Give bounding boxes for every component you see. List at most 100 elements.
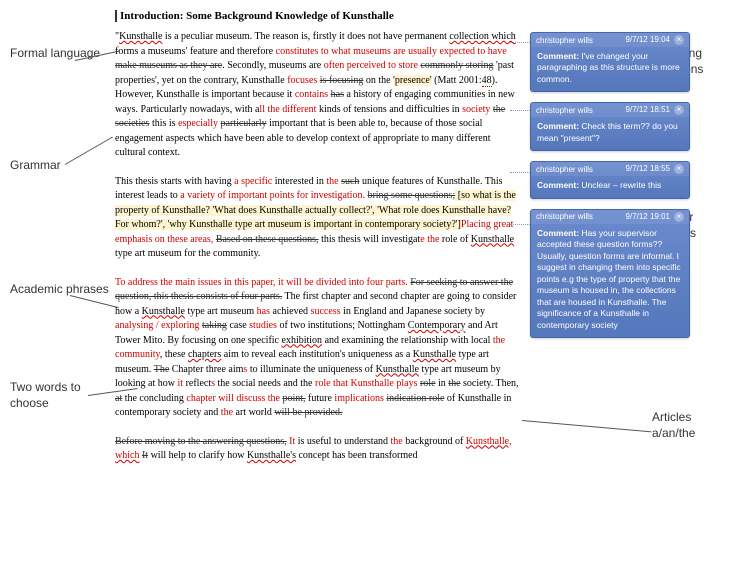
close-icon[interactable]: × bbox=[674, 164, 684, 174]
deleted-text: The bbox=[154, 364, 170, 375]
inserted-text: contains bbox=[295, 89, 328, 100]
inserted-text: a variety of important points for invest… bbox=[180, 190, 365, 201]
text: on the bbox=[363, 75, 393, 86]
close-icon[interactable]: × bbox=[674, 105, 684, 115]
deleted-text: the bbox=[448, 378, 460, 389]
inserted-text: success bbox=[311, 306, 341, 317]
inserted-text: the bbox=[221, 407, 233, 418]
highlighted-text: 'presence' bbox=[393, 75, 432, 86]
text: and examining the relationship with loca… bbox=[322, 335, 493, 346]
comment-date: 9/7/12 19:01 bbox=[626, 212, 670, 221]
text: will help to clarify how bbox=[148, 450, 247, 461]
deleted-text: is focusing bbox=[320, 75, 364, 86]
text: type art museum bbox=[185, 306, 257, 317]
text: Contemporary bbox=[408, 320, 466, 331]
text: Kunsthalle bbox=[471, 234, 514, 245]
deleted-text: will be provided. bbox=[274, 407, 342, 418]
inserted-text: the bbox=[391, 436, 403, 447]
page-container: Formal language Grammar Academic phrases… bbox=[10, 10, 737, 464]
paragraph-3: To address the main issues in this paper… bbox=[115, 276, 520, 421]
heading-text: Introduction: Some Background Knowledge … bbox=[120, 10, 394, 22]
text: achieved bbox=[270, 306, 311, 317]
text: case bbox=[227, 320, 249, 331]
inserted-text: focuses bbox=[287, 75, 317, 86]
paragraph-4: Before moving to the answering questions… bbox=[115, 435, 520, 464]
close-icon[interactable]: × bbox=[674, 212, 684, 222]
text: society. Then, bbox=[461, 378, 519, 389]
comment-box[interactable]: christopher wills 9/7/12 19:04 × Comment:… bbox=[530, 32, 690, 92]
comment-connector bbox=[510, 110, 530, 111]
inserted-text: e the bbox=[420, 234, 439, 245]
comment-box[interactable]: christopher wills 9/7/12 18:55 × Comment:… bbox=[530, 161, 690, 198]
inserted-text: To address the main issues in this paper… bbox=[115, 277, 408, 288]
comment-body: Comment: Unclear – rewrite this bbox=[531, 176, 689, 197]
text: concept has been transformed bbox=[296, 450, 418, 461]
comment-header: christopher wills 9/7/12 18:55 × bbox=[531, 162, 689, 176]
text: exhibition bbox=[282, 335, 323, 346]
text: the social needs and the bbox=[215, 378, 315, 389]
text: reflect bbox=[183, 378, 211, 389]
text: future bbox=[306, 393, 335, 404]
comment-label: Comment: bbox=[537, 121, 579, 131]
deleted-text: bring some questions; bbox=[367, 190, 455, 201]
comments-column: christopher wills 9/7/12 19:04 × Comment:… bbox=[530, 32, 690, 348]
comment-body: Comment: I've changed your paragraphing … bbox=[531, 47, 689, 91]
comment-label: Comment: bbox=[537, 180, 579, 190]
comment-author: christopher wills bbox=[536, 165, 593, 174]
inserted-text: has bbox=[257, 306, 270, 317]
inserted-text: ll the different bbox=[259, 104, 316, 115]
inserted-text: the bbox=[326, 176, 338, 187]
comment-date: 9/7/12 18:55 bbox=[626, 164, 670, 173]
label-articles: Articles a/an/the bbox=[652, 410, 737, 441]
comment-box[interactable]: christopher wills 9/7/12 19:01× Comment:… bbox=[530, 209, 690, 338]
label-grammar: Grammar bbox=[10, 158, 61, 174]
text: Kunsthalle bbox=[119, 31, 162, 42]
text: this is bbox=[149, 118, 178, 129]
document-heading: Introduction: Some Background Knowledge … bbox=[115, 10, 520, 22]
document-body: Introduction: Some Background Knowledge … bbox=[115, 10, 520, 464]
comment-author: christopher wills bbox=[536, 106, 593, 115]
comment-header: christopher wills 9/7/12 19:01 × bbox=[531, 210, 689, 224]
deleted-text: make museums as they are bbox=[115, 60, 222, 71]
deleted-text: particularly bbox=[221, 118, 267, 129]
comment-box[interactable]: christopher wills 9/7/12 18:51 × Comment:… bbox=[530, 102, 690, 151]
text: This thesis starts with having bbox=[115, 176, 234, 187]
inserted-text: implications bbox=[334, 393, 383, 404]
text: art world bbox=[233, 407, 274, 418]
text: interested in bbox=[272, 176, 326, 187]
comment-header: christopher wills 9/7/12 19:04 × bbox=[531, 33, 689, 47]
comment-date: 9/7/12 19:04 bbox=[626, 35, 670, 44]
text: role of bbox=[439, 234, 470, 245]
deleted-text: point, bbox=[282, 393, 305, 404]
deleted-text: Based on these questions, bbox=[216, 234, 319, 245]
close-icon[interactable]: × bbox=[674, 35, 684, 45]
text: Kunsthalle's bbox=[247, 450, 296, 461]
comment-label: Comment: bbox=[537, 51, 579, 61]
inserted-text: a specific bbox=[234, 176, 272, 187]
comment-date: 9/7/12 18:51 bbox=[626, 105, 670, 114]
text: in bbox=[436, 378, 449, 389]
comment-header: christopher wills 9/7/12 18:51 × bbox=[531, 103, 689, 117]
text: , these bbox=[160, 349, 188, 360]
text: 48 bbox=[482, 75, 492, 87]
comment-author: christopher wills bbox=[536, 212, 593, 221]
comment-connector bbox=[510, 224, 530, 225]
text: Kunsthalle bbox=[142, 306, 185, 317]
label-two-words: Two words to choose bbox=[10, 380, 110, 411]
text: forms a museums' feature and therefore bbox=[115, 46, 276, 57]
inserted-text: constitutes to what museums are usually … bbox=[276, 46, 507, 57]
inserted-text: especially bbox=[178, 118, 218, 129]
comment-author: christopher wills bbox=[536, 36, 593, 45]
text: is useful to understand bbox=[295, 436, 390, 447]
text: Kunsthalle bbox=[376, 364, 419, 375]
label-academic-phrases: Academic phrases bbox=[10, 282, 109, 298]
inserted-text: chapter will discuss the bbox=[186, 393, 280, 404]
comment-body: Comment: Check this term?? do you mean "… bbox=[531, 117, 689, 150]
text: background of bbox=[403, 436, 466, 447]
comment-connector bbox=[510, 42, 530, 43]
deleted-text: Before moving to the answering questions… bbox=[115, 436, 287, 447]
paragraph-2: This thesis starts with having a specifi… bbox=[115, 175, 520, 262]
inserted-text: studies bbox=[249, 320, 277, 331]
inserted-text: role that Kunsthalle plays bbox=[315, 378, 417, 389]
text: type art museum for the community. bbox=[115, 248, 260, 259]
